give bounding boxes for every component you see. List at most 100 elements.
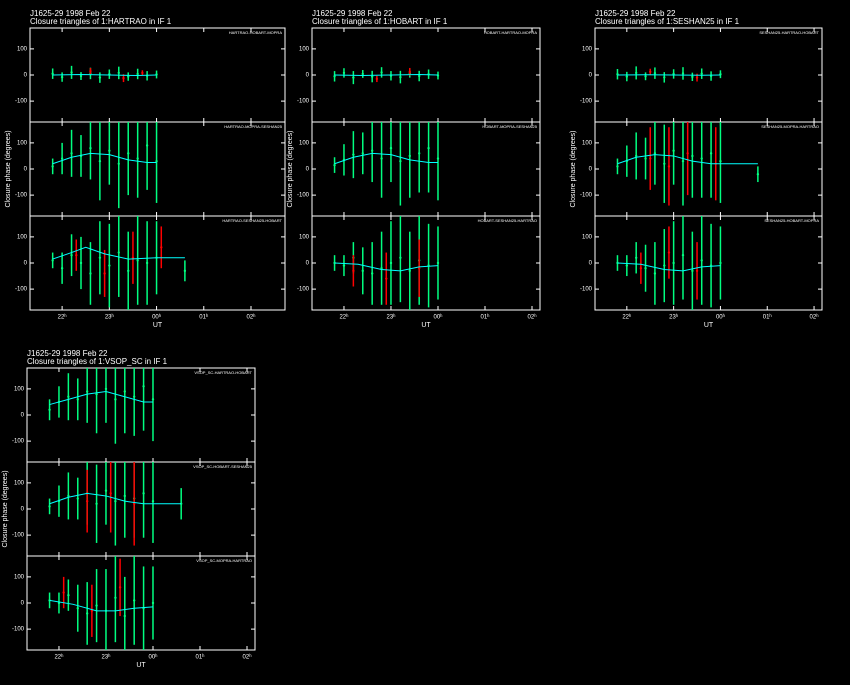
subplot-frame (26, 555, 256, 651)
x-tick-label: 23ʰ (669, 314, 678, 321)
data-point (649, 70, 652, 74)
data-point (67, 593, 70, 597)
data-point (681, 72, 685, 75)
y-tick-label: 100 (582, 140, 593, 146)
data-point (75, 253, 78, 257)
subplot-label: HOBART-SESHAN25-HARTRAO (478, 218, 537, 223)
data-point (385, 277, 388, 280)
subplot-label: SESHAN25-HARTRAO-HOBART (759, 30, 819, 35)
data-point (634, 154, 638, 158)
data-point (653, 152, 657, 155)
y-tick-label: 0 (21, 601, 25, 607)
data-point (151, 398, 155, 401)
data-point (691, 269, 694, 273)
model-line (49, 599, 154, 612)
y-tick-label: 0 (306, 73, 310, 79)
y-axis-label: Closure phase (degrees) (287, 130, 294, 207)
y-tick-label: 0 (24, 261, 28, 267)
subplot-label: HARTRAO-SESHAN25-HOBART (222, 218, 282, 223)
data-point (634, 256, 638, 259)
data-point (104, 489, 108, 492)
y-tick-label: 100 (582, 46, 593, 52)
subplot-data (51, 216, 187, 310)
data-point (132, 502, 136, 505)
x-tick-label: 01ʰ (481, 314, 490, 321)
x-tick-label: 00ʰ (148, 654, 157, 661)
y-tick-label: 0 (21, 413, 25, 419)
data-point (333, 163, 336, 167)
data-point (399, 256, 402, 259)
y-axis-label: Closure phase (degrees) (2, 470, 9, 547)
data-point (399, 75, 402, 79)
data-point (361, 72, 364, 76)
subplot-data (616, 122, 760, 206)
data-point (663, 76, 666, 79)
data-point (625, 75, 629, 78)
data-point (155, 159, 158, 163)
data-point (709, 152, 713, 155)
x-tick-label: 00ʰ (716, 314, 725, 321)
y-axis-label: Closure phase (degrees) (5, 130, 12, 207)
data-point (145, 144, 149, 147)
panel-title: J1625-29 1998 Feb 22 (27, 349, 108, 358)
y-tick-label: 100 (299, 140, 310, 146)
y-tick-label: 100 (582, 234, 593, 240)
x-tick-label: 23ʰ (101, 654, 110, 661)
model-line (617, 154, 758, 165)
y-tick-label: -100 (297, 287, 310, 293)
y-tick-label: 100 (17, 234, 28, 240)
data-point (436, 261, 440, 265)
subplot-data (333, 67, 440, 85)
model-line (617, 262, 721, 272)
data-point (663, 264, 666, 267)
data-point (375, 77, 379, 81)
data-point (342, 71, 346, 75)
data-point (132, 395, 136, 398)
data-point (399, 159, 402, 163)
data-point (123, 614, 126, 618)
data-point (51, 259, 54, 262)
model-line (49, 492, 182, 505)
data-point (122, 76, 125, 80)
data-point (127, 269, 130, 273)
y-tick-label: 100 (14, 480, 25, 486)
data-point (114, 499, 117, 503)
data-point (352, 269, 355, 273)
subplot-label: HARTRAO-MOPRA-SESHAN25 (224, 124, 282, 129)
data-point (333, 75, 336, 78)
data-point (136, 72, 139, 76)
data-point (342, 264, 346, 267)
data-point (98, 159, 102, 163)
panel-title: J1625-29 1998 Feb 22 (312, 9, 393, 18)
y-tick-label: 0 (589, 73, 593, 79)
data-point (108, 149, 111, 152)
x-tick-label: 22ʰ (622, 314, 631, 321)
data-point (653, 272, 657, 275)
x-tick-label: 02ʰ (247, 314, 256, 321)
data-point (76, 497, 79, 500)
data-point (118, 586, 122, 589)
data-point (103, 272, 106, 275)
data-point (123, 494, 126, 498)
data-point (408, 70, 411, 74)
data-point (62, 591, 65, 594)
y-tick-label: 100 (14, 574, 25, 580)
model-line (52, 246, 185, 260)
data-point (51, 72, 54, 75)
data-point (114, 596, 117, 599)
y-tick-label: 100 (299, 46, 310, 52)
subplot-data (48, 556, 155, 650)
subplot-frame (311, 121, 541, 217)
data-point (117, 251, 120, 254)
data-point (85, 612, 89, 615)
subplot-data (51, 65, 158, 83)
y-tick-label: -100 (12, 627, 25, 633)
data-point (51, 165, 54, 168)
data-point (380, 157, 383, 160)
data-point (76, 398, 79, 401)
data-point (352, 76, 355, 79)
y-tick-label: 0 (589, 167, 593, 173)
